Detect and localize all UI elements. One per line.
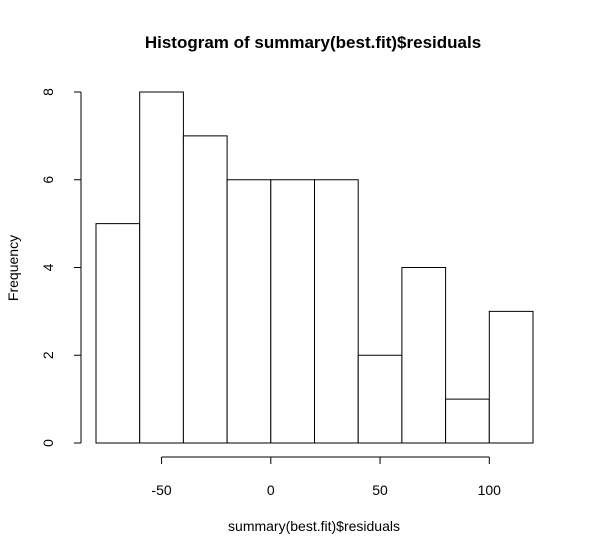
bars-group: [95, 91, 534, 444]
y-tick-label: 0: [40, 439, 56, 447]
x-tick-label: 50: [372, 482, 388, 498]
histogram-bar: [488, 310, 534, 444]
histogram-bar: [182, 135, 228, 444]
histogram-bar: [226, 179, 272, 444]
x-axis: -50 0 50 100: [151, 456, 502, 498]
histogram-bar: [401, 267, 447, 444]
x-tick-label: 100: [478, 482, 502, 498]
y-axis: 0 2 4 6 8: [40, 88, 82, 447]
histogram-bar: [139, 91, 184, 444]
histogram-bar: [357, 354, 403, 444]
y-tick-label: 8: [40, 88, 56, 96]
y-tick-label: 6: [40, 176, 56, 184]
x-tick-label: 0: [267, 482, 275, 498]
x-tick-label: -50: [151, 482, 171, 498]
histogram-bar: [95, 223, 141, 444]
y-tick-label: 4: [40, 263, 56, 271]
histogram-bar: [270, 179, 315, 444]
x-axis-label: summary(best.fit)$residuals: [228, 518, 400, 534]
y-tick-label: 2: [40, 351, 56, 359]
y-axis-label: Frequency: [5, 235, 21, 301]
histogram-bar: [445, 398, 490, 444]
chart-title: Histogram of summary(best.fit)$residuals: [145, 33, 481, 52]
histogram-bar: [314, 179, 359, 444]
